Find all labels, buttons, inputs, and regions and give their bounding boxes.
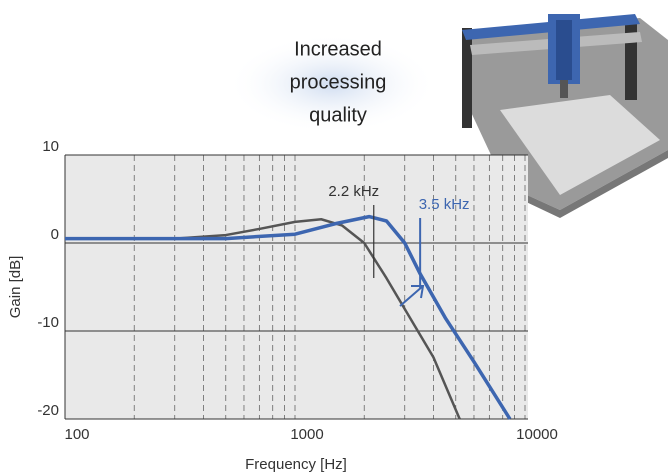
x-tick-label: 10000 [516, 426, 558, 443]
headline: processing [290, 71, 387, 93]
chart: Increased processing quality Frequency [… [0, 0, 668, 476]
x-axis-label: Frequency [Hz] [245, 456, 347, 473]
annotation: 3.5 kHz [419, 196, 470, 213]
headline: Increased [294, 38, 382, 60]
x-tick-label: 100 [64, 426, 89, 443]
annotation: 2.2 kHz [328, 183, 379, 200]
y-axis-label: Gain [dB] [7, 256, 24, 319]
page: {"chart_data": {"type": "line", "headlin… [0, 0, 668, 476]
y-tick-label: 10 [42, 138, 59, 155]
y-tick-label: -10 [37, 314, 59, 331]
y-tick-label: -20 [37, 402, 59, 419]
x-tick-label: 1000 [290, 426, 323, 443]
y-tick-label: 0 [51, 226, 59, 243]
headline: quality [309, 104, 367, 126]
